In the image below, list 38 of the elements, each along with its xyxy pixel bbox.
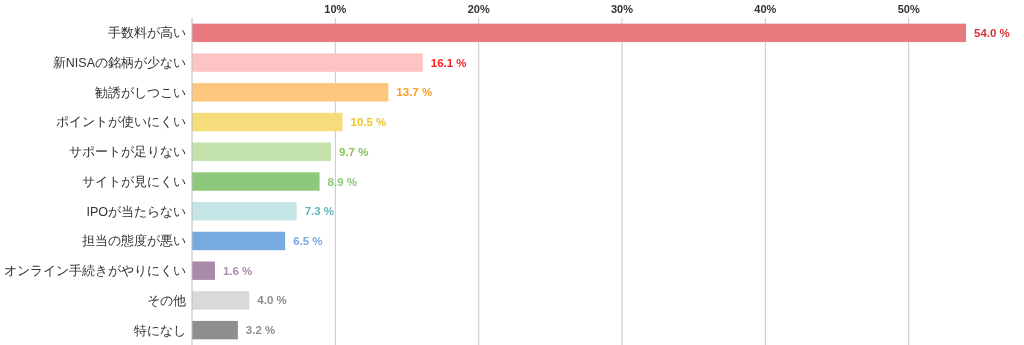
data-label: 4.0 % xyxy=(257,294,287,307)
y-tick-label: 特になし xyxy=(134,323,186,338)
bar xyxy=(192,53,423,72)
bar xyxy=(192,202,297,221)
y-tick-label: サイトが見にくい xyxy=(82,174,186,189)
data-label: 3.2 % xyxy=(245,324,276,337)
bar xyxy=(192,83,389,102)
y-tick-label: 手数料が高い xyxy=(108,25,186,41)
y-tick-label: ポイントが使いにくい xyxy=(56,115,186,130)
bar xyxy=(192,23,966,43)
bar xyxy=(192,261,215,280)
bar xyxy=(192,142,332,161)
x-tick-label: 20% xyxy=(467,3,490,15)
y-tick-label: 新NISAの銘柄が少ない xyxy=(52,55,186,70)
bar xyxy=(192,112,343,132)
data-label: 1.6 % xyxy=(222,264,253,277)
bar xyxy=(192,320,238,340)
x-tick-label: 50% xyxy=(897,3,920,15)
x-tick-label: 10% xyxy=(324,3,347,15)
data-label: 7.3 % xyxy=(304,205,335,218)
y-tick-label: IPOが当たらない xyxy=(86,204,186,219)
data-label: 8.9 % xyxy=(327,175,357,188)
data-label: 54.0 % xyxy=(974,26,1010,39)
bar xyxy=(192,172,320,191)
data-label: 13.7 % xyxy=(396,86,433,99)
y-tick-label: オンライン手続きがやりにくい xyxy=(4,264,186,279)
y-tick-label: その他 xyxy=(147,293,186,308)
x-tick-label: 40% xyxy=(754,3,777,15)
x-tick-label: 30% xyxy=(610,3,634,15)
bar xyxy=(192,291,250,310)
y-tick-label: サポートが足りない xyxy=(69,145,186,160)
y-tick-label: 勧誘がしつこい xyxy=(95,85,186,100)
data-label: 16.1 % xyxy=(430,56,467,69)
bar xyxy=(192,231,286,251)
data-label: 6.5 % xyxy=(293,234,323,247)
y-tick-label: 担当の態度が悪い xyxy=(82,233,186,249)
data-label: 10.5 % xyxy=(350,116,387,129)
data-label: 9.7 % xyxy=(339,145,369,158)
